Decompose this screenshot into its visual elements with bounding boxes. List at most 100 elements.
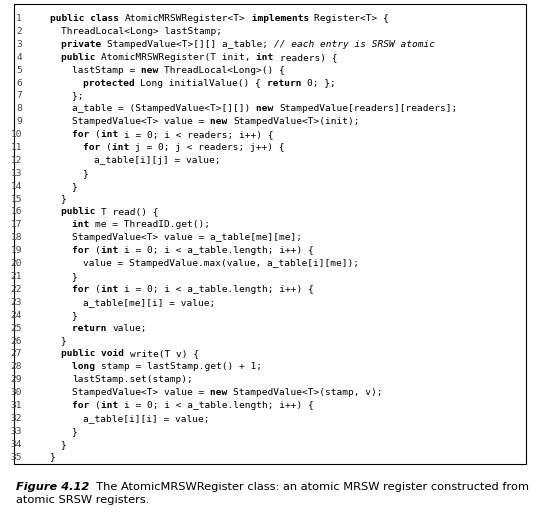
Text: AtomicMRSWRegister(T init,: AtomicMRSWRegister(T init, [101,53,257,62]
Text: 24: 24 [11,311,22,320]
Text: }: } [61,337,67,346]
Text: 14: 14 [11,182,22,191]
Text: new: new [256,104,279,113]
Text: ThreadLocal<Long>() {: ThreadLocal<Long>() { [164,66,285,74]
Text: StampedValue[readers][readers];: StampedValue[readers][readers]; [279,104,457,113]
Text: for: for [72,130,95,139]
Text: 8: 8 [16,104,22,113]
Text: T read() {: T read() { [101,208,159,217]
Text: 34: 34 [11,440,22,449]
Text: };: }; [72,91,83,100]
Text: 19: 19 [11,246,22,255]
Text: i = 0; i < a_table.length; i++) {: i = 0; i < a_table.length; i++) { [124,285,314,294]
Text: StampedValue<T>(init);: StampedValue<T>(init); [233,117,359,126]
Text: me = ThreadID.get();: me = ThreadID.get(); [95,220,210,229]
Text: 1: 1 [16,14,22,23]
Text: 4: 4 [16,53,22,62]
Text: 2: 2 [16,27,22,36]
Text: ThreadLocal<Long> lastStamp;: ThreadLocal<Long> lastStamp; [61,27,222,36]
Bar [14,4,526,464]
Text: write(T v) {: write(T v) { [130,349,199,358]
Text: 31: 31 [11,401,22,410]
Text: a_table[me][i] = value;: a_table[me][i] = value; [83,298,215,307]
Text: value;: value; [112,323,147,332]
Text: }: } [72,272,78,281]
Text: 26: 26 [11,337,22,346]
Text: 30: 30 [11,388,22,397]
Text: }: } [72,311,78,320]
Text: }: } [72,427,78,436]
Text: StampedValue<T>[][] a_table;: StampedValue<T>[][] a_table; [107,40,274,49]
Text: (: ( [106,143,112,152]
Text: StampedValue<T> value =: StampedValue<T> value = [72,388,210,397]
Text: StampedValue<T>(stamp, v);: StampedValue<T>(stamp, v); [233,388,382,397]
Text: }: } [72,182,78,191]
Text: atomic SRSW registers.: atomic SRSW registers. [16,495,149,504]
Text: for: for [72,246,95,255]
Text: (: ( [95,130,101,139]
Text: int: int [72,220,95,229]
Text: 9: 9 [16,117,22,126]
Text: 6: 6 [16,79,22,88]
Text: 35: 35 [11,452,22,461]
Text: 11: 11 [11,143,22,152]
Text: new: new [210,388,233,397]
Text: lastStamp.set(stamp);: lastStamp.set(stamp); [72,375,193,384]
Text: Register<T> {: Register<T> { [315,14,389,23]
Text: for: for [72,401,95,410]
Text: }: } [50,452,56,461]
Text: 15: 15 [11,194,22,203]
Text: implements: implements [245,14,315,23]
Text: 5: 5 [16,66,22,74]
Text: 20: 20 [11,259,22,268]
Text: (: ( [95,401,101,410]
Text: int: int [101,246,124,255]
Text: for: for [72,285,95,294]
Text: for: for [83,143,106,152]
Text: return: return [72,323,112,332]
Text: void: void [101,349,130,358]
Text: StampedValue<T> value =: StampedValue<T> value = [72,117,210,126]
Text: }: } [83,169,89,178]
Text: Long initialValue() {: Long initialValue() { [141,79,267,88]
Text: int: int [257,53,279,62]
Text: new: new [210,117,233,126]
Text: // each entry is SRSW atomic: // each entry is SRSW atomic [274,40,435,49]
Text: 10: 10 [11,130,22,139]
Text: long: long [72,362,101,371]
Text: j = 0; j < readers; j++) {: j = 0; j < readers; j++) { [135,143,284,152]
Text: 7: 7 [16,91,22,100]
Text: }: } [61,194,67,203]
Text: StampedValue<T> value = a_table[me][me];: StampedValue<T> value = a_table[me][me]; [72,233,302,242]
Text: }: } [61,440,67,449]
Text: protected: protected [83,79,141,88]
Text: 13: 13 [11,169,22,178]
Text: AtomicMRSWRegister<T>: AtomicMRSWRegister<T> [125,14,245,23]
Text: a_table[i][i] = value;: a_table[i][i] = value; [83,414,209,423]
Text: stamp = lastStamp.get() + 1;: stamp = lastStamp.get() + 1; [101,362,262,371]
Text: 27: 27 [11,349,22,358]
Text: (: ( [95,285,101,294]
Text: value = StampedValue.max(value, a_table[i][me]);: value = StampedValue.max(value, a_table[… [83,259,359,268]
Text: 22: 22 [11,285,22,294]
Text: 0; };: 0; }; [307,79,336,88]
Text: 21: 21 [11,272,22,281]
Text: int: int [101,285,124,294]
Text: a_table[i][j] = value;: a_table[i][j] = value; [94,156,221,165]
Text: a_table = (StampedValue<T>[][]): a_table = (StampedValue<T>[][]) [72,104,256,113]
Text: public class: public class [50,14,125,23]
Text: Figure 4.12: Figure 4.12 [16,482,89,492]
Text: 29: 29 [11,375,22,384]
Text: public: public [61,53,101,62]
Text: i = 0; i < readers; i++) {: i = 0; i < readers; i++) { [124,130,273,139]
Text: int: int [101,130,124,139]
Text: int: int [101,401,124,410]
Text: private: private [61,40,107,49]
Text: 32: 32 [11,414,22,423]
Text: readers) {: readers) { [279,53,337,62]
Text: 28: 28 [11,362,22,371]
Text: i = 0; i < a_table.length; i++) {: i = 0; i < a_table.length; i++) { [124,246,314,255]
Text: The AtomicMRSWRegister class: an atomic MRSW register constructed from: The AtomicMRSWRegister class: an atomic … [89,482,529,492]
Text: 23: 23 [11,298,22,307]
Text: 33: 33 [11,427,22,436]
